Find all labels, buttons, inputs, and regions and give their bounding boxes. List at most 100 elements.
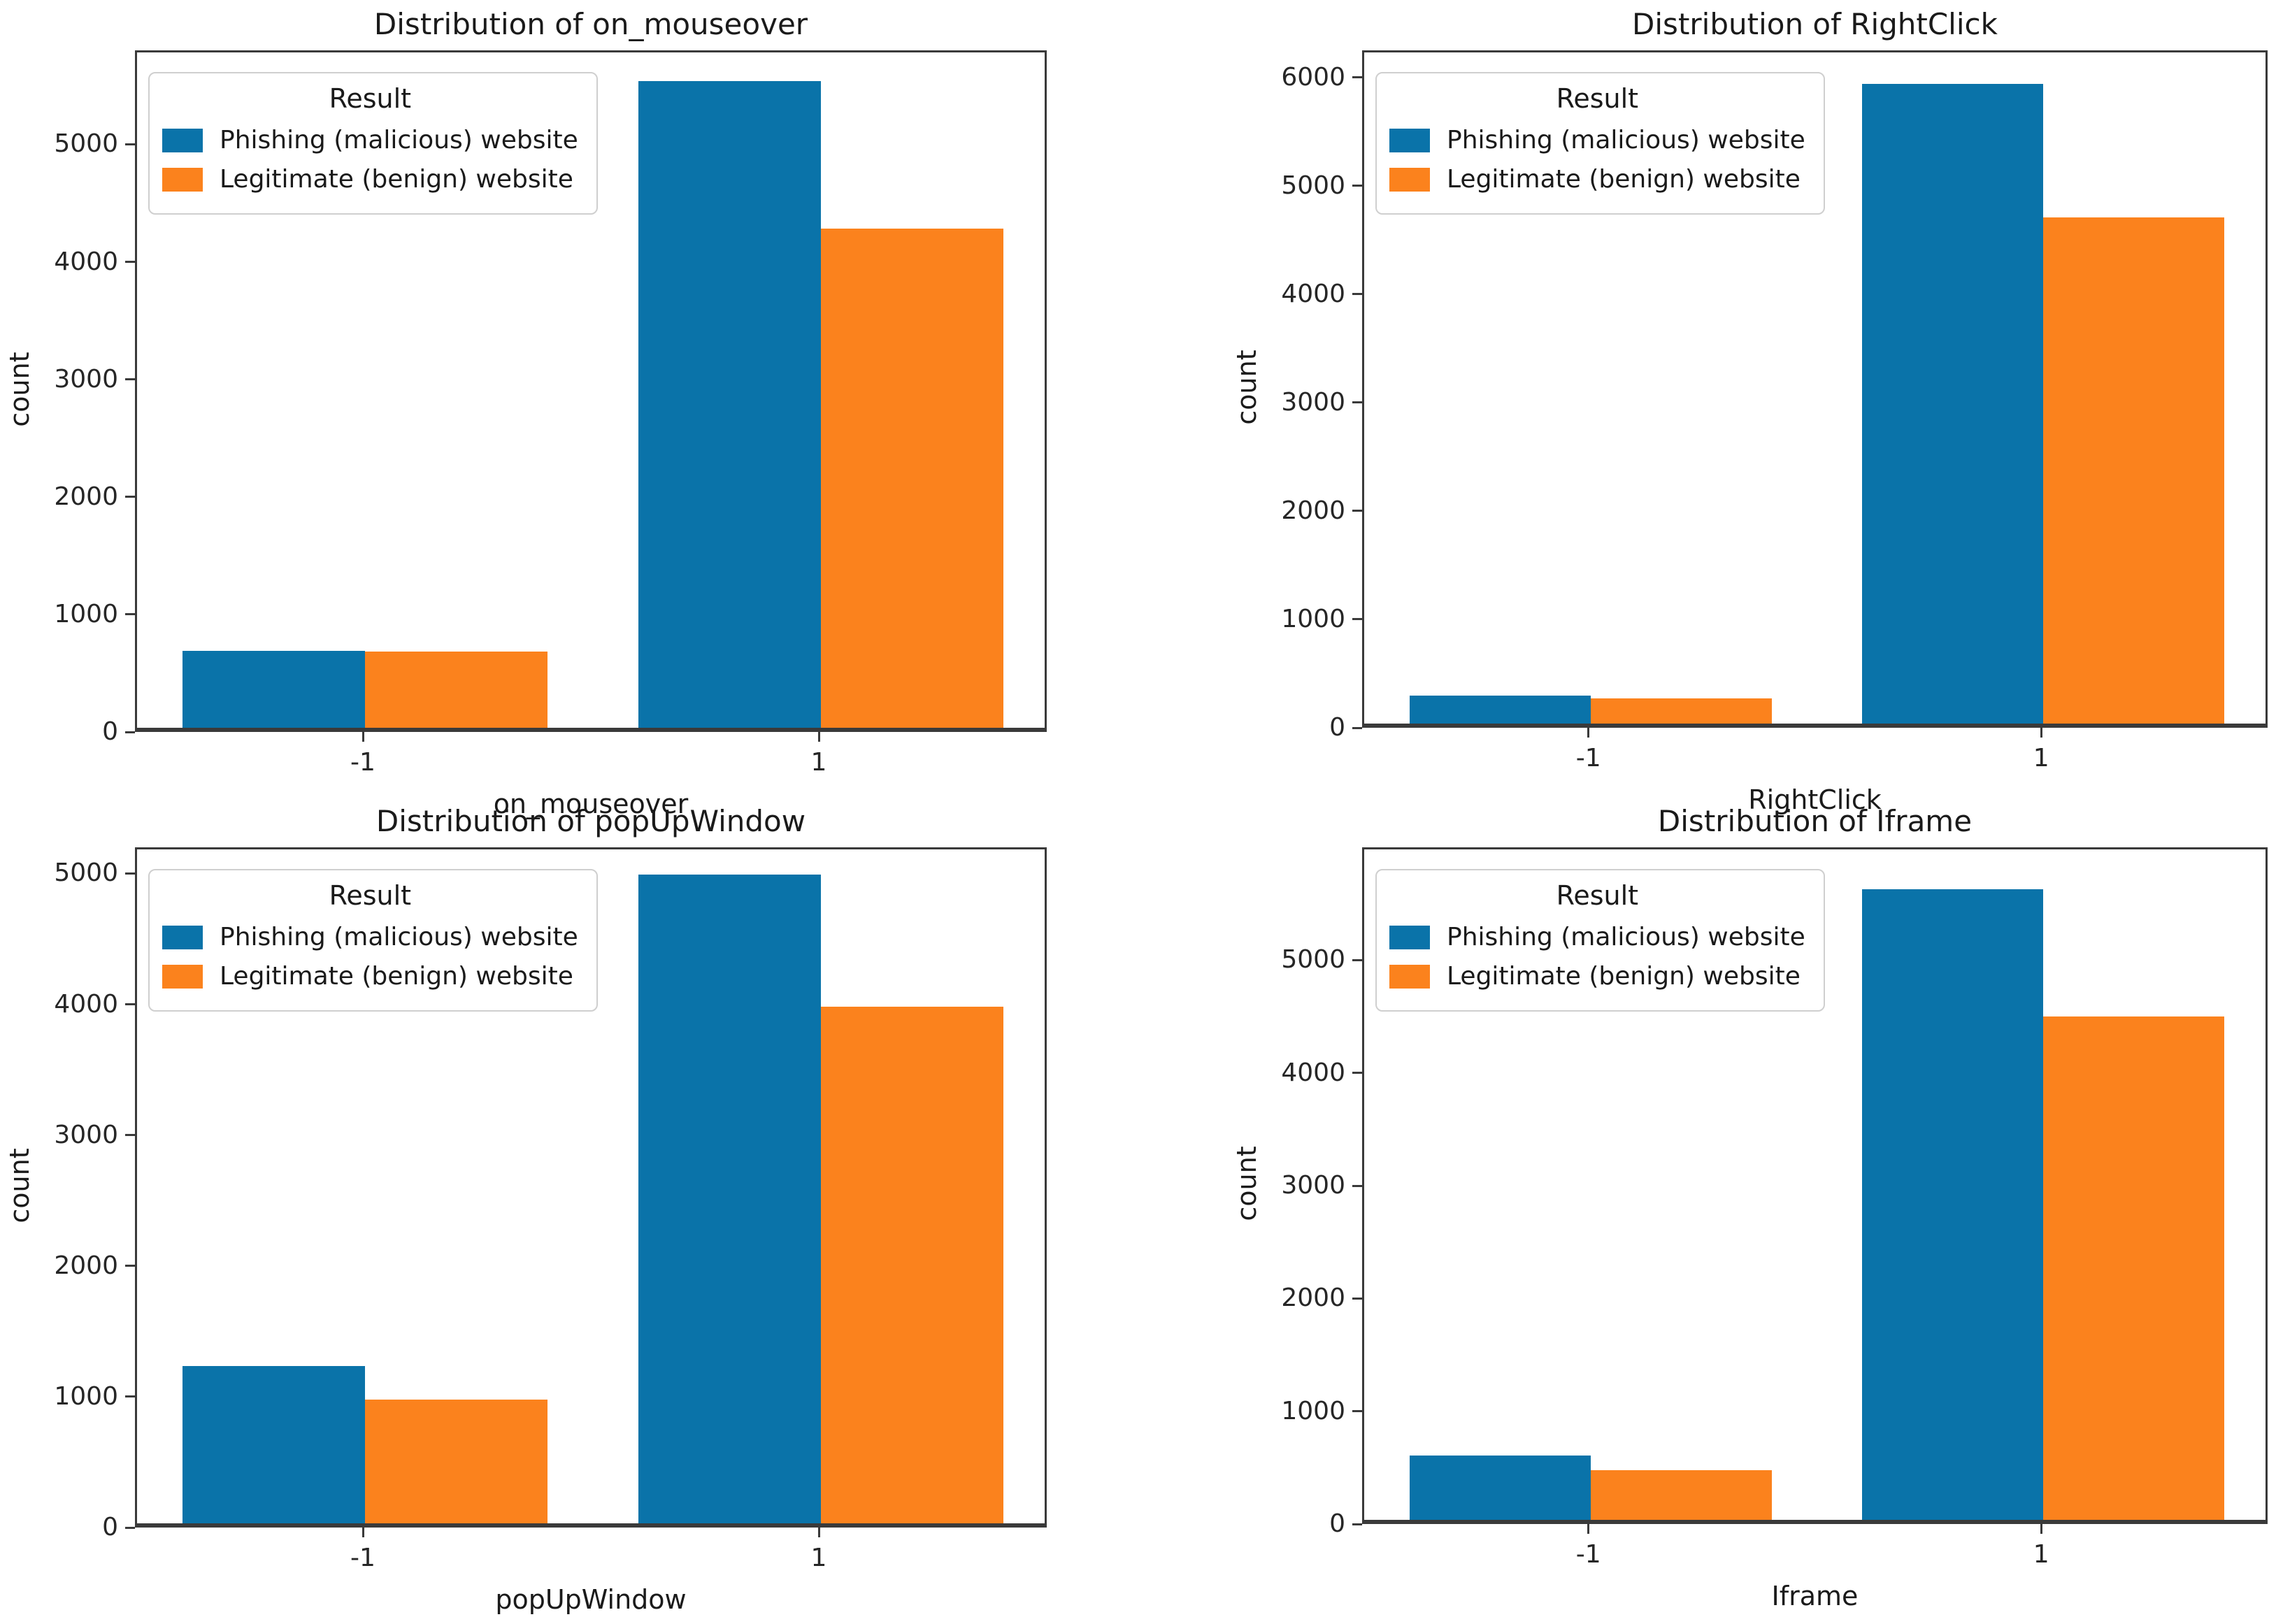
legend-title: Result — [329, 880, 412, 911]
bar-legitimate--1 — [1590, 1470, 1772, 1520]
y-tick — [125, 378, 135, 381]
bar-legitimate--1 — [365, 651, 547, 728]
y-tick-label: 3000 — [1281, 1171, 1345, 1200]
chart-title: Distribution of on_mouseover — [373, 7, 808, 41]
y-tick — [125, 613, 135, 616]
x-tick-label: -1 — [350, 1544, 375, 1572]
x-tick-label: -1 — [350, 748, 375, 777]
y-tick — [125, 1395, 135, 1398]
legend-label: Phishing (malicious) website — [1447, 126, 1805, 155]
legend-title: Result — [1556, 83, 1639, 114]
x-axis-label: RightClick — [1748, 784, 1882, 815]
y-tick — [1352, 76, 1362, 79]
y-tick-label: 2000 — [54, 482, 118, 511]
x-axis-label: popUpWindow — [495, 1584, 687, 1615]
x-tick — [2040, 728, 2042, 738]
y-axis-label: count — [4, 351, 35, 427]
y-tick — [125, 731, 135, 733]
bar-phishing-1 — [1862, 889, 2044, 1520]
x-tick — [362, 1528, 364, 1537]
y-tick — [1352, 1523, 1362, 1525]
y-tick-label: 1000 — [54, 599, 118, 628]
legend: Result Phishing (malicious) website Legiti… — [1375, 869, 1825, 1012]
legend-label: Phishing (malicious) website — [1447, 923, 1805, 951]
y-tick-label: 6000 — [1281, 62, 1345, 92]
x-axis-label: on_mouseover — [493, 789, 689, 819]
legitimate-swatch-icon — [1389, 168, 1430, 192]
y-tick-label: 1000 — [54, 1381, 118, 1411]
x-tick-label: 1 — [810, 748, 827, 777]
plot-area: Result Phishing (malicious) website Legiti… — [1362, 847, 2268, 1524]
legend-entry: Legitimate (benign) website — [162, 164, 578, 195]
x-tick — [2040, 1524, 2042, 1534]
bar-phishing--1 — [182, 650, 365, 728]
legend: Result Phishing (malicious) website Legiti… — [148, 72, 598, 215]
y-tick — [125, 261, 135, 264]
bar-legitimate-1 — [821, 1006, 1003, 1523]
bar-phishing-1 — [638, 874, 821, 1523]
y-tick — [1352, 1072, 1362, 1075]
y-tick — [1352, 726, 1362, 729]
bar-phishing--1 — [182, 1366, 365, 1523]
legend-title: Result — [1556, 880, 1639, 911]
y-tick-label: 5000 — [54, 129, 118, 159]
legitimate-swatch-icon — [162, 965, 203, 989]
bar-phishing-1 — [1862, 84, 2044, 724]
y-tick — [1352, 1184, 1362, 1187]
y-tick-label: 2000 — [1281, 496, 1345, 525]
y-tick — [1352, 293, 1362, 296]
y-tick-label: 3000 — [54, 1120, 118, 1149]
legend-entry: Phishing (malicious) website — [1389, 922, 1805, 953]
x-tick — [1587, 728, 1590, 738]
bar-phishing--1 — [1409, 1456, 1591, 1520]
x-tick — [817, 732, 820, 742]
x-tick — [362, 732, 364, 742]
y-tick-label: 2000 — [1281, 1284, 1345, 1313]
y-tick — [125, 1134, 135, 1137]
y-tick-label: 0 — [102, 1513, 118, 1542]
legend: Result Phishing (malicious) website Legiti… — [148, 869, 598, 1012]
legend-label: Legitimate (benign) website — [1447, 165, 1801, 194]
y-tick-label: 0 — [102, 717, 118, 746]
y-tick — [1352, 1297, 1362, 1300]
phishing-swatch-icon — [1389, 129, 1430, 152]
y-tick — [1352, 510, 1362, 512]
legend-entry: Legitimate (benign) website — [1389, 164, 1805, 195]
y-tick — [125, 1003, 135, 1006]
y-tick — [1352, 958, 1362, 961]
bar-phishing-1 — [638, 81, 821, 728]
y-tick — [1352, 401, 1362, 404]
y-tick — [1352, 185, 1362, 187]
x-tick-label: -1 — [1575, 744, 1601, 773]
y-tick — [125, 496, 135, 498]
x-axis-label: Iframe — [1771, 1581, 1859, 1611]
phishing-swatch-icon — [162, 129, 203, 152]
y-tick-label: 0 — [1329, 713, 1345, 742]
y-tick-label: 5000 — [54, 858, 118, 888]
y-tick-label: 4000 — [54, 247, 118, 276]
legitimate-swatch-icon — [1389, 965, 1430, 989]
x-tick-label: 1 — [2033, 744, 2049, 773]
y-tick-label: 1000 — [1281, 1396, 1345, 1425]
y-tick-label: 3000 — [1281, 387, 1345, 417]
bar-legitimate--1 — [365, 1400, 547, 1523]
legend-label: Legitimate (benign) website — [220, 165, 573, 194]
y-tick — [125, 1526, 135, 1529]
x-tick-label: 1 — [810, 1544, 827, 1572]
y-tick-label: 4000 — [54, 989, 118, 1019]
y-tick-label: 4000 — [1281, 1058, 1345, 1087]
y-tick-label: 5000 — [1281, 945, 1345, 975]
y-tick-label: 5000 — [1281, 171, 1345, 200]
legend-label: Legitimate (benign) website — [1447, 962, 1801, 991]
legend-label: Phishing (malicious) website — [220, 923, 578, 951]
legend-entry: Phishing (malicious) website — [162, 922, 578, 953]
legend-entry: Phishing (malicious) website — [162, 125, 578, 156]
phishing-swatch-icon — [162, 926, 203, 949]
legitimate-swatch-icon — [162, 168, 203, 192]
y-tick-label: 2000 — [54, 1251, 118, 1280]
y-axis-label: count — [1231, 349, 1262, 425]
x-tick-label: -1 — [1575, 1540, 1601, 1569]
bar-legitimate-1 — [2043, 1016, 2225, 1520]
chart-title: Distribution of Iframe — [1657, 804, 1973, 838]
